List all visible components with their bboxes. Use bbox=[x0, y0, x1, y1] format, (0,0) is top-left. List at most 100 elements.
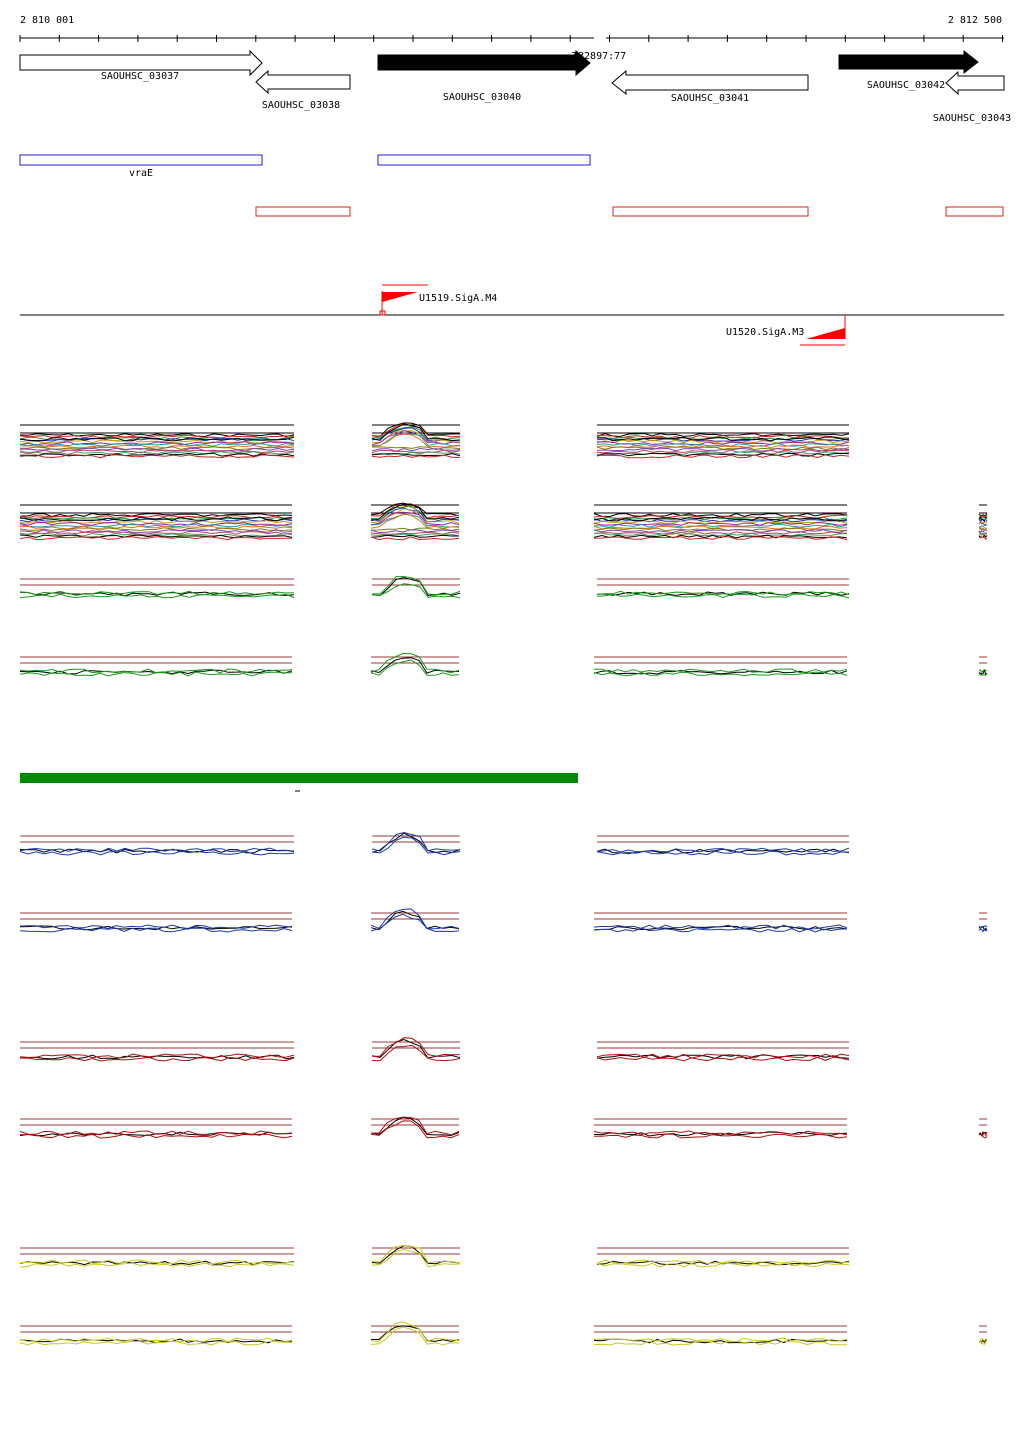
multi-track-2-series bbox=[370, 513, 460, 528]
yellow-track-1-series-color bbox=[19, 1259, 295, 1265]
green-track-2-series-color bbox=[370, 652, 460, 674]
red-track-2-series-color bbox=[593, 1133, 848, 1139]
red-track-2-series-color bbox=[20, 1133, 293, 1139]
multi-track-1-series bbox=[19, 437, 295, 442]
gene-label-saouhsc-03037: SAOUHSC_03037 bbox=[101, 71, 179, 82]
multi-track-2-series bbox=[593, 520, 848, 525]
yellow-track-2-series-black bbox=[371, 1325, 460, 1342]
gene-arrow-saouhsc-03040[interactable] bbox=[377, 49, 591, 77]
green-track-2-series-color bbox=[593, 671, 848, 677]
multi-track-2-series bbox=[370, 508, 460, 524]
yellow-track-1-series-color bbox=[596, 1262, 850, 1268]
multi-track-1-series bbox=[19, 434, 294, 439]
red-track-1-series-color bbox=[371, 1044, 461, 1062]
multi-track-1-series bbox=[371, 449, 461, 454]
yellow-track-2-series-color bbox=[19, 1337, 293, 1343]
blue-feature-2[interactable] bbox=[377, 154, 591, 166]
multi-track-1-series bbox=[596, 452, 850, 457]
red-track-2-series-color bbox=[978, 1134, 988, 1139]
gene-arrow-saouhsc-03043[interactable] bbox=[945, 70, 1005, 96]
red-track-1-series-color bbox=[596, 1056, 850, 1062]
multi-track-1-series bbox=[19, 441, 295, 446]
multi-track-1-series bbox=[19, 444, 294, 449]
multi-track-2-series bbox=[978, 521, 988, 526]
yellow-track-1-series-color bbox=[19, 1262, 295, 1268]
green-track-2-series-color bbox=[978, 672, 988, 677]
multi-track-1-series bbox=[596, 446, 850, 451]
multi-track-2-series bbox=[978, 532, 988, 537]
blue-track-2-series-color bbox=[19, 924, 293, 930]
multi-track-2-series bbox=[370, 527, 460, 531]
multi-track-1-series bbox=[19, 433, 295, 438]
green-track-2-series-color bbox=[370, 659, 460, 676]
gene-arrow-saouhsc-03037[interactable] bbox=[19, 49, 263, 77]
multi-track-2-series bbox=[19, 525, 293, 530]
blue-track-1-series-color bbox=[19, 850, 295, 856]
green-track-1-series-color bbox=[19, 590, 295, 596]
green-track-2-series-black bbox=[978, 669, 988, 675]
yellow-track-2-series-color bbox=[19, 1340, 293, 1346]
multi-track-2-series bbox=[370, 536, 460, 541]
promoter-flag-1[interactable] bbox=[382, 292, 418, 302]
multi-track-1-series bbox=[19, 451, 295, 455]
multi-track-1-series bbox=[596, 451, 850, 456]
red-track-2-series-color bbox=[593, 1130, 848, 1136]
multi-track-1-series bbox=[372, 446, 461, 451]
multi-track-1-series bbox=[371, 451, 461, 456]
multi-track-1-series bbox=[596, 434, 850, 439]
multi-track-1-series bbox=[596, 444, 850, 449]
gene-arrow-saouhsc-03041[interactable] bbox=[611, 69, 809, 96]
gene-label-saouhsc-03042: SAOUHSC_03042 bbox=[867, 80, 945, 91]
gene-label-saouhsc-03043: SAOUHSC_03043 bbox=[933, 113, 1011, 124]
multi-track-2-series bbox=[593, 514, 847, 519]
red-track-1-series-black bbox=[371, 1038, 461, 1059]
promoter-label-1: U1519.SigA.M4 bbox=[419, 293, 497, 304]
red-feature-2[interactable] bbox=[612, 206, 809, 217]
blue-track-2-series-color bbox=[593, 927, 848, 933]
blue-track-1-series-color bbox=[19, 847, 295, 853]
coordinate-axis: 2 810 001 2 812 500 bbox=[19, 15, 1004, 42]
red-track-2-series-color bbox=[19, 1130, 293, 1136]
gene-arrow-saouhsc-03038[interactable] bbox=[255, 69, 351, 95]
yellow-track-1-series-color bbox=[371, 1248, 461, 1268]
red-feature-track bbox=[255, 206, 1004, 217]
green-region-bar[interactable] bbox=[20, 773, 578, 783]
multi-track-2-series bbox=[370, 533, 460, 537]
multi-track-1-series bbox=[371, 453, 461, 457]
green-track-1-series-color bbox=[596, 593, 850, 599]
blue-feature-vrae[interactable] bbox=[19, 154, 263, 166]
multi-track-2-series bbox=[370, 529, 460, 534]
multi-track-2-series bbox=[19, 516, 293, 522]
red-feature-3[interactable] bbox=[945, 206, 1004, 217]
red-feature-1[interactable] bbox=[255, 206, 351, 217]
multi-track-2-series bbox=[593, 516, 848, 522]
overlap-label: T32897:77 bbox=[572, 51, 626, 62]
expression-tracks bbox=[19, 422, 988, 1346]
multi-track-2-series bbox=[370, 507, 460, 523]
promoter-flag-2[interactable] bbox=[806, 328, 845, 339]
multi-track-1-series bbox=[371, 423, 461, 442]
multi-track-1-series bbox=[371, 422, 461, 438]
blue-track-2-series-color bbox=[19, 927, 293, 933]
multi-track-2-series bbox=[593, 522, 848, 526]
gene-arrow-saouhsc-03042[interactable] bbox=[838, 49, 979, 75]
promoter-tss-1 bbox=[379, 310, 386, 316]
multi-track-2-series bbox=[978, 529, 988, 534]
multi-track-1-series bbox=[596, 436, 850, 441]
red-track-1-series-color bbox=[20, 1056, 295, 1062]
multi-track-2-series bbox=[978, 536, 988, 541]
axis-ticks bbox=[19, 35, 1003, 42]
multi-track-2-series bbox=[370, 503, 460, 521]
multi-track-2-series bbox=[978, 514, 988, 518]
yellow-track-2-series-color bbox=[593, 1337, 848, 1343]
red-track-2-series-black bbox=[978, 1131, 988, 1137]
blue-track-2-series-color bbox=[978, 928, 988, 933]
multi-track-2-series bbox=[19, 530, 293, 535]
blue-feature-label: vraE bbox=[129, 168, 153, 179]
multi-track-2-series bbox=[978, 516, 988, 522]
green-track-1-series-color bbox=[596, 590, 850, 596]
multi-track-2-series bbox=[593, 534, 848, 539]
green-track-1-series-color bbox=[19, 593, 295, 599]
promoter-track: U1519.SigA.M4 U1520.SigA.M3 bbox=[20, 284, 1004, 346]
gene-label-saouhsc-03041: SAOUHSC_03041 bbox=[671, 93, 749, 104]
